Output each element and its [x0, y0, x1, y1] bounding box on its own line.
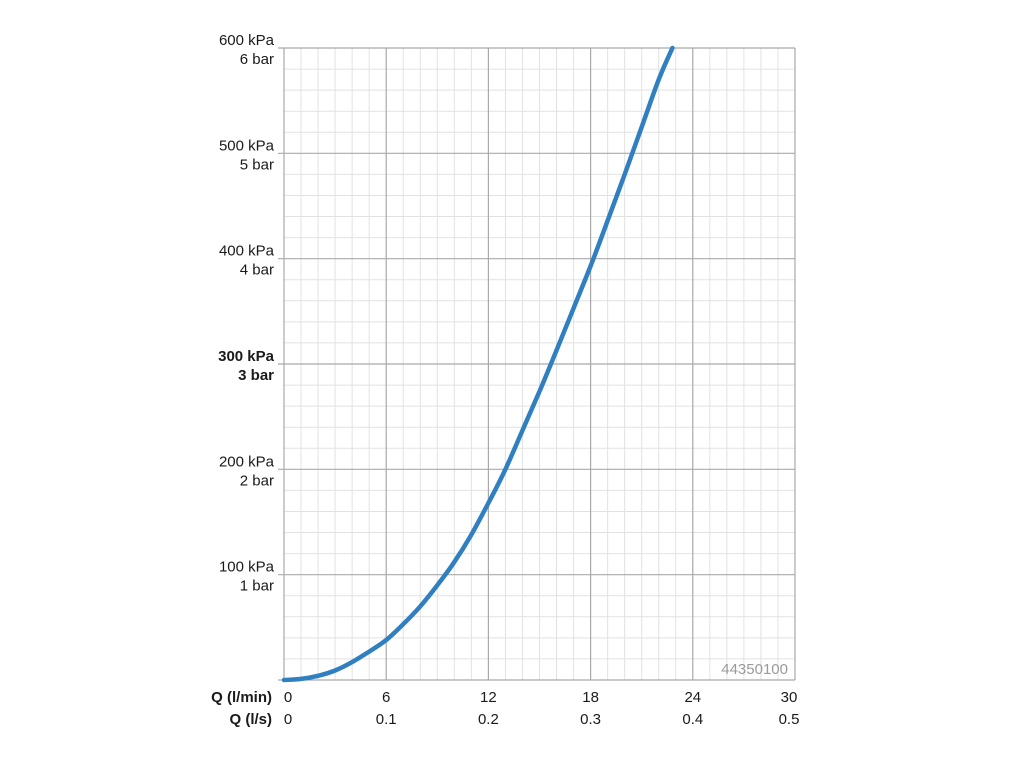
x-axis-ticks: Q (l/min) 0 6 12 18 24 30 Q (l/s) 0 0.1 0.2 0.3 0.4 0…: [211, 689, 799, 728]
y-tick-label-kpa: 300 kPa: [218, 348, 275, 365]
y-tick-label-kpa: 600 kPa: [219, 32, 275, 49]
x-tick-label: 0.1: [376, 711, 397, 728]
x-tick-label: 18: [582, 689, 599, 706]
y-tick-label-kpa: 500 kPa: [219, 137, 275, 154]
y-tick-label-bar: 2 bar: [240, 472, 274, 489]
y-tick-label-kpa: 400 kPa: [219, 243, 275, 260]
x-tick-label: 30: [781, 689, 798, 706]
y-tick-label-kpa: 200 kPa: [219, 453, 275, 470]
y-tick-label-bar: 4 bar: [240, 262, 274, 279]
x-tick-label: 6: [382, 689, 390, 706]
x-tick-label: 0.4: [682, 711, 703, 728]
x-axis-title: Q (l/s): [229, 711, 272, 728]
y-tick-label-bar: 1 bar: [240, 578, 274, 595]
x-tick-label: 0.3: [580, 711, 601, 728]
y-axis-ticks: 100 kPa 1 bar 200 kPa 2 bar 300 kPa 3 bar 400 …: [218, 32, 275, 595]
y-tick-label-bar: 3 bar: [238, 367, 274, 384]
series-layer: [281, 45, 675, 683]
x-tick-label: 0: [284, 711, 292, 728]
x-tick-label: 0.2: [478, 711, 499, 728]
y-tick-label-bar: 5 bar: [240, 156, 274, 173]
series-line: [281, 45, 675, 683]
chart-code-label: 44350100: [721, 661, 788, 678]
x-axis-title: Q (l/min): [211, 689, 272, 706]
x-tick-label: 0.5: [779, 711, 800, 728]
y-tick-label-kpa: 100 kPa: [219, 559, 275, 576]
x-tick-label: 24: [684, 689, 701, 706]
x-tick-label: 12: [480, 689, 497, 706]
x-tick-label: 0: [284, 689, 292, 706]
y-tick-label-bar: 6 bar: [240, 51, 274, 68]
grid-major: [278, 47, 796, 681]
